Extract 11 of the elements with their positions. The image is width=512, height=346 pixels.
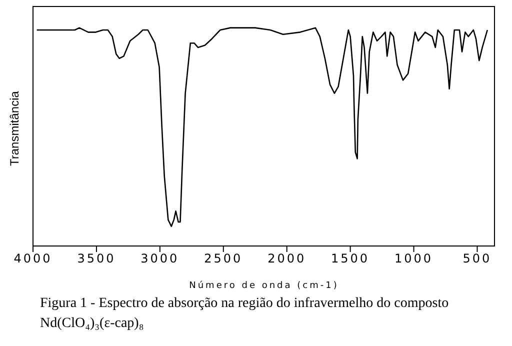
x-tick-label: 2000 [268, 252, 306, 266]
x-tick-label: 500 [462, 252, 492, 266]
x-tick-label: 1000 [394, 252, 434, 266]
x-tick-label: 4000 [14, 252, 52, 266]
y-axis-title: Transmitância [7, 90, 22, 166]
text: Figura 1 - Espectro de absorção na região do infravermelho do composto Nd(ClO₄)₃(ε-cap)₈ [39, 295, 450, 333]
x-tick-label: 3500 [77, 252, 116, 266]
x-axis-title: Número de onda (cm-1) [189, 280, 339, 291]
x-tick-label: 3000 [140, 252, 180, 266]
x-tick-label: 1500 [331, 252, 370, 266]
x-tick-label: 2500 [204, 252, 243, 266]
